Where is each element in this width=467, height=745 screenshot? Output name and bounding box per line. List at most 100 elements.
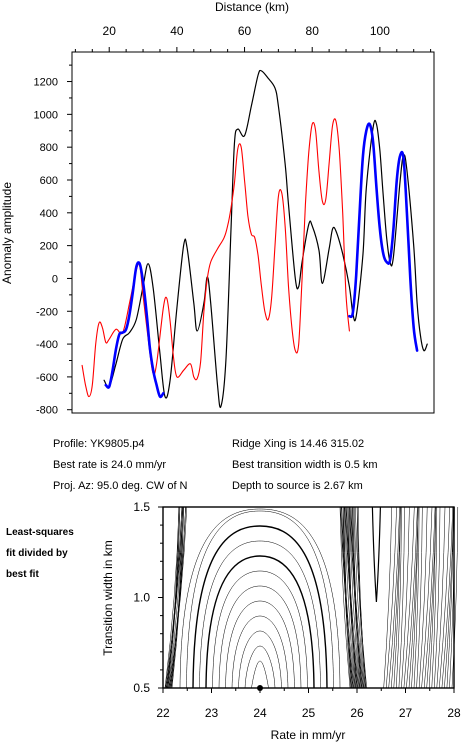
- contour-line: [434, 506, 441, 689]
- contour-line: [340, 506, 354, 689]
- contour-line: [179, 508, 341, 689]
- contour-line: [171, 506, 184, 689]
- contour-line: [413, 506, 420, 689]
- contour-line: [199, 540, 321, 689]
- contour-line: [344, 506, 359, 689]
- best-fit-marker: [257, 685, 263, 691]
- contour-line: [398, 506, 405, 689]
- top-y-tick-label: 1200: [34, 77, 58, 89]
- anomaly-chart: Distance (km) 20 40 60 80 100 -800 -600 -400 -2…: [0, 0, 435, 417]
- fit-window-line-left: [104, 261, 165, 399]
- top-x-tick-labels: 20 40 60 80 100: [103, 24, 391, 38]
- misfit-contour-chart: 22 23 24 25 26 27 28 0.5 1.0 1.5 Rate in mm/yr T…: [101, 500, 461, 742]
- contour-line: [350, 506, 364, 689]
- best-transition-text: Best transition width is 0.5 km: [232, 459, 378, 471]
- side-label-line-2: fit divided by: [6, 548, 68, 559]
- top-plot-frame: [71, 51, 435, 414]
- contour-line: [406, 506, 418, 689]
- contour-line: [169, 506, 188, 689]
- contour-line: [441, 506, 454, 689]
- top-y-axis-label: Anomaly amplitude: [0, 182, 14, 284]
- top-y-tick-label: 800: [40, 142, 58, 154]
- contour-line: [391, 506, 401, 689]
- contour-line: [411, 506, 419, 689]
- contour-line: [416, 506, 423, 689]
- bottom-x-tick-label: 25: [302, 706, 316, 720]
- observed-anomaly-line: [103, 69, 428, 408]
- contour-line: [446, 506, 454, 689]
- top-series: [81, 69, 428, 408]
- top-y-tick-label: 400: [40, 208, 58, 220]
- bottom-x-tick-label: 27: [399, 706, 413, 720]
- contour-line: [431, 506, 438, 689]
- side-label-line-1: Least-squares: [6, 527, 74, 538]
- bottom-y-tick-label: 1.5: [133, 500, 150, 514]
- contour-line: [421, 506, 433, 689]
- top-y-tick-label: 600: [40, 175, 58, 187]
- contour-line: [205, 555, 315, 689]
- top-x-tick-label: 80: [306, 24, 320, 38]
- contour-line: [167, 506, 180, 689]
- info-block: Profile: YK9805.p4 Best rate is 24.0 mm/…: [53, 438, 378, 492]
- contour-lines: [164, 506, 459, 689]
- contour-line: [341, 506, 355, 689]
- depth-text: Depth to source is 2.67 km: [232, 480, 363, 492]
- contour-line: [356, 506, 367, 689]
- model-anomaly-line: [81, 118, 350, 398]
- contour-line: [393, 506, 401, 689]
- contour-line: [171, 506, 183, 689]
- contour-line: [349, 506, 360, 689]
- top-y-tick-label: -600: [36, 372, 58, 384]
- bottom-x-tick-label: 28: [447, 706, 461, 720]
- profile-text: Profile: YK9805.p4: [53, 438, 145, 450]
- bottom-x-tick-label: 22: [156, 706, 170, 720]
- contour-line: [244, 645, 276, 689]
- contour-line: [403, 506, 415, 689]
- top-x-tick-label: 100: [370, 24, 390, 38]
- contour-line: [192, 525, 328, 689]
- contour-line: [383, 506, 392, 689]
- best-rate-text: Best rate is 24.0 mm/yr: [53, 459, 166, 471]
- contour-line: [353, 506, 365, 689]
- bottom-x-tick-label: 23: [205, 706, 219, 720]
- contour-line: [396, 506, 402, 689]
- top-x-tick-label: 40: [170, 24, 184, 38]
- contour-line: [167, 506, 181, 689]
- top-x-axis-label: Distance (km): [215, 0, 289, 14]
- contour-line: [354, 506, 367, 689]
- fit-window-line-right: [348, 122, 419, 352]
- contour-line: [439, 506, 451, 689]
- proj-az-text: Proj. Az: 95.0 deg. CW of N: [53, 480, 188, 492]
- contour-line: [423, 506, 436, 689]
- bottom-y-axis-label: Transition width in km: [101, 540, 115, 656]
- bottom-ticks: [158, 506, 455, 693]
- top-x-tick-label: 60: [238, 24, 252, 38]
- bottom-y-tick-labels: 0.5 1.0 1.5: [133, 500, 150, 695]
- bottom-x-tick-labels: 22 23 24 25 26 27 28: [156, 706, 461, 720]
- top-x-tick-label: 20: [103, 24, 117, 38]
- ridge-xing-text: Ridge Xing is 14.46 315.02: [232, 438, 364, 450]
- top-y-tick-labels: -800 -600 -400 -200 0 200 400 600 800 1000 1200: [34, 77, 58, 417]
- contour-line: [436, 506, 446, 689]
- contour-line: [231, 615, 289, 689]
- top-ticks: [67, 47, 432, 411]
- top-y-tick-label: 200: [40, 241, 58, 253]
- contour-line: [401, 506, 410, 689]
- contour-line: [186, 510, 334, 689]
- top-y-tick-label: -400: [36, 339, 58, 351]
- bottom-x-tick-label: 24: [253, 706, 267, 720]
- bottom-y-tick-label: 1.0: [133, 591, 150, 605]
- contour-line: [212, 570, 308, 689]
- contour-line: [346, 506, 359, 689]
- bottom-y-tick-label: 0.5: [133, 681, 150, 695]
- contour-line: [251, 660, 269, 689]
- contour-line: [349, 506, 363, 689]
- contour-line: [225, 600, 295, 689]
- contour-line: [385, 506, 397, 689]
- bottom-x-axis-label: Rate in mm/yr: [271, 728, 346, 742]
- contour-line: [371, 506, 381, 603]
- top-y-tick-label: -200: [36, 306, 58, 318]
- contour-line: [344, 506, 355, 689]
- side-label-line-3: best fit: [6, 569, 39, 580]
